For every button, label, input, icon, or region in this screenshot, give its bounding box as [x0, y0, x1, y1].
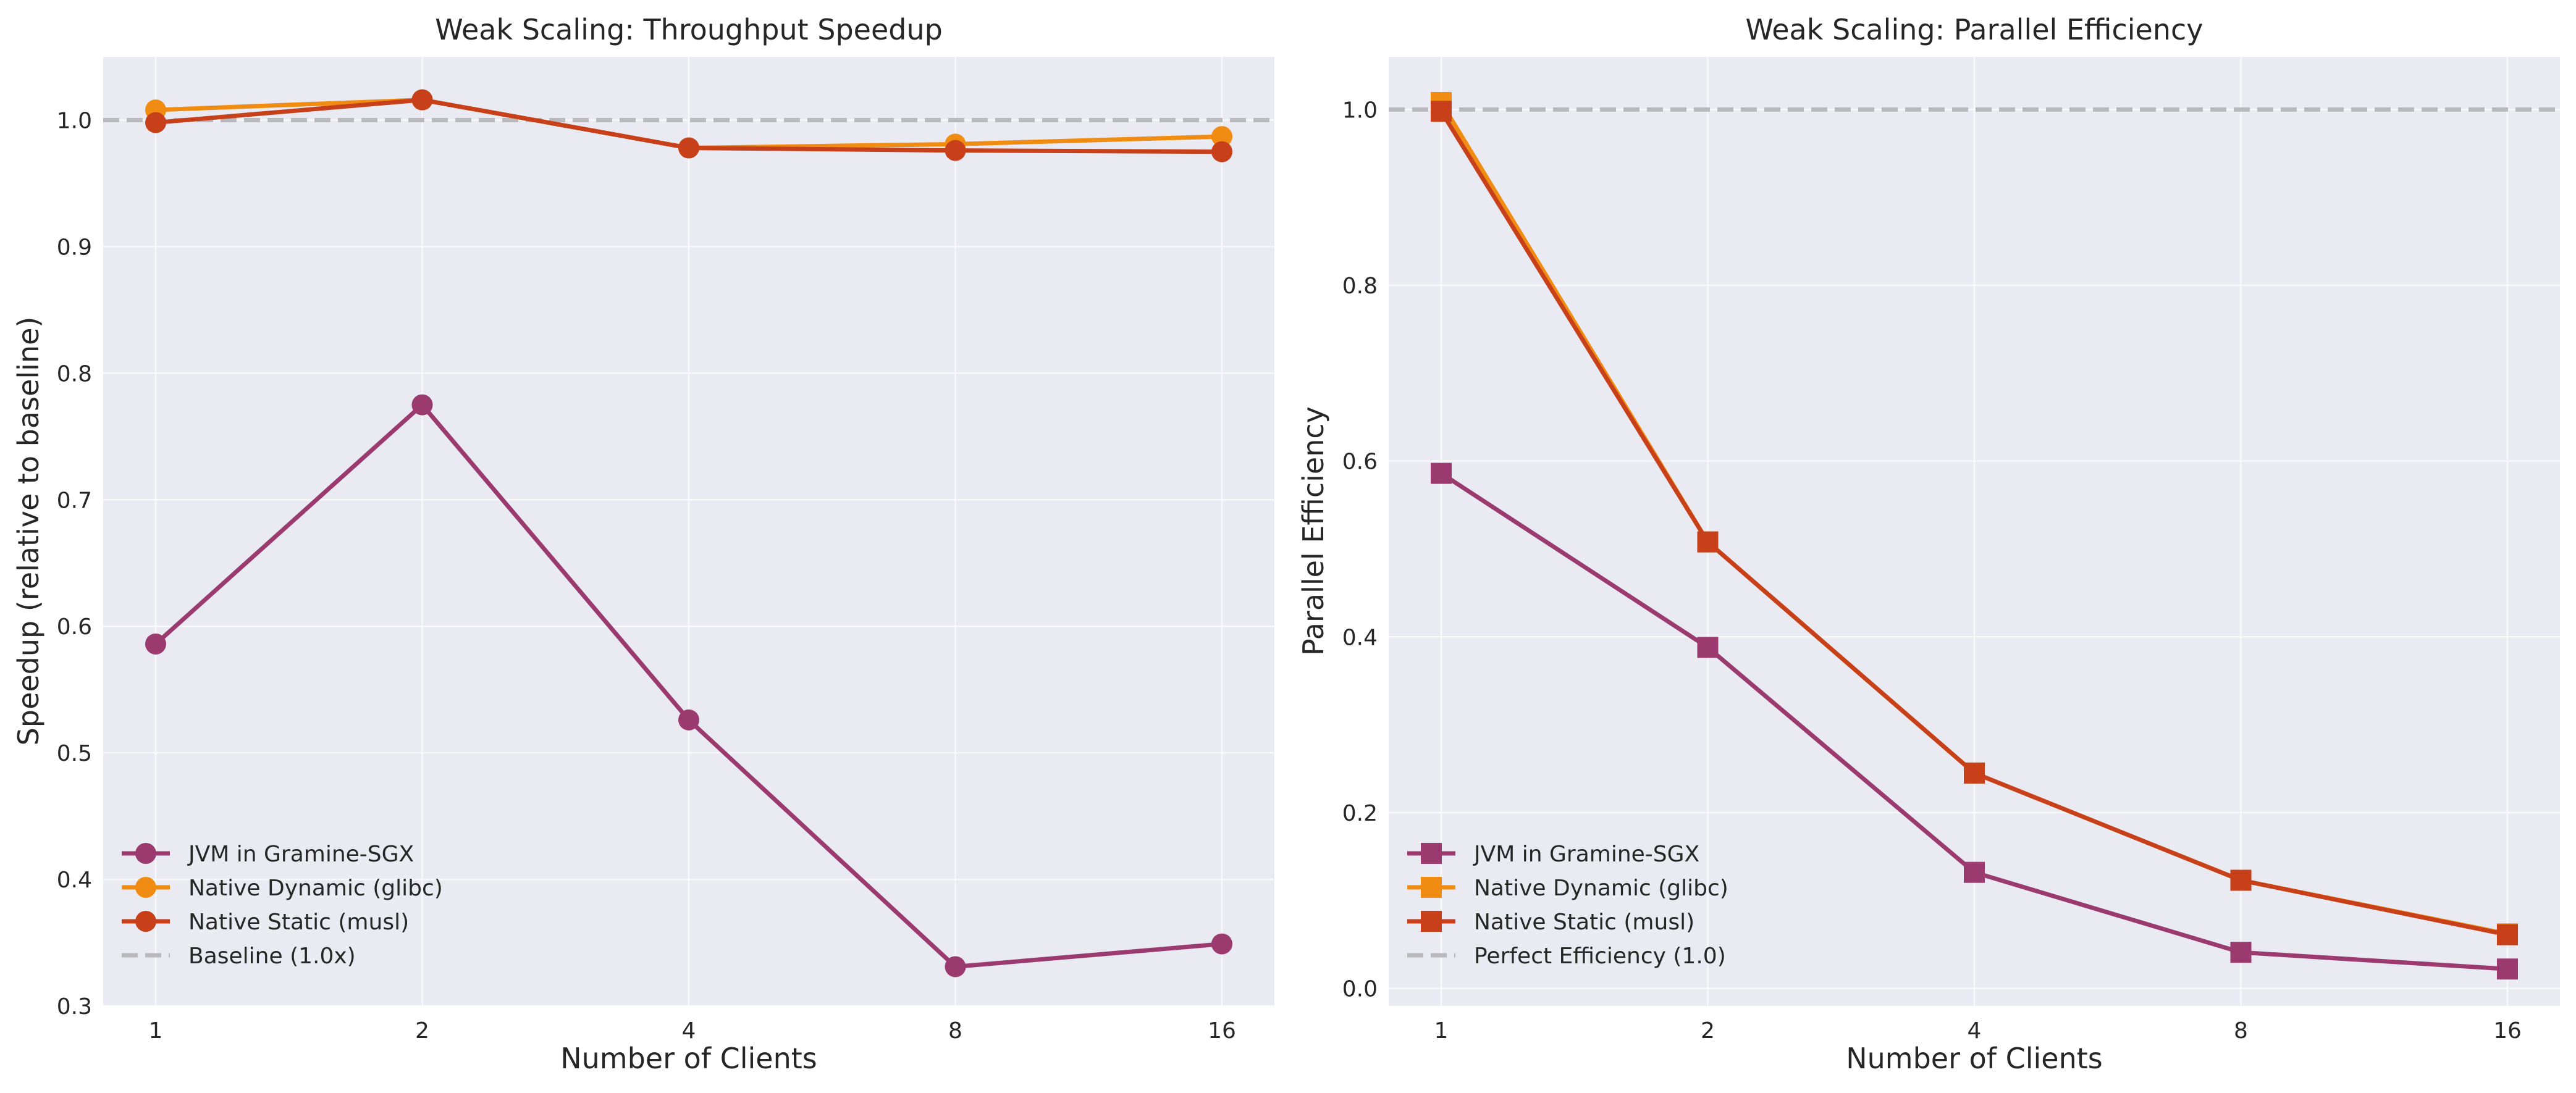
- legend-marker: [1421, 911, 1442, 932]
- x-tick-label: 8: [948, 1018, 962, 1044]
- data-point: [678, 709, 699, 731]
- y-tick-label: 0.6: [1342, 450, 1378, 475]
- data-point: [1211, 141, 1232, 162]
- y-tick-label: 0.2: [1342, 801, 1378, 826]
- y-axis-label-speedup: Speedup (relative to baseline): [12, 317, 45, 746]
- data-point: [2497, 958, 2518, 980]
- data-point: [411, 394, 433, 416]
- data-point: [1964, 762, 1985, 784]
- data-point: [945, 140, 966, 161]
- legend-marker: [135, 911, 156, 932]
- y-tick-label: 0.4: [57, 868, 92, 893]
- data-point: [2230, 942, 2252, 963]
- legend-marker: [1421, 877, 1442, 898]
- chart-throughput-speedup: 1 2 4 8 16 0.3 0.4 0.5 0.6 0.7 0.8 0.9 1.0 Weak Scal…: [12, 13, 1274, 1075]
- y-tick-label: 0.7: [57, 488, 92, 513]
- data-point: [1964, 861, 1985, 883]
- x-axis-label-efficiency: Number of Clients: [1846, 1042, 2103, 1075]
- data-point: [2230, 869, 2252, 891]
- data-point: [945, 956, 966, 978]
- legend-label: Perfect Efficiency (1.0): [1474, 944, 1726, 969]
- series-group-efficiency: [1431, 92, 2518, 980]
- data-point: [1697, 531, 1719, 553]
- legend-label: Native Dynamic (glibc): [1474, 876, 1728, 901]
- legend-marker: [1421, 843, 1442, 864]
- x-tick-label: 2: [415, 1018, 429, 1044]
- y-tick-label: 0.3: [57, 994, 92, 1020]
- y-axis-label-efficiency: Parallel Efficiency: [1297, 406, 1330, 656]
- data-point: [2497, 924, 2518, 945]
- legend-efficiency: JVM in Gramine-SGX Native Dynamic (glibc)…: [1407, 842, 1728, 969]
- x-tick-label: 4: [1968, 1018, 1982, 1044]
- chart-parallel-efficiency: 1 2 4 8 16 0.0 0.2 0.4 0.6 0.8 1.0 Weak Scaling: P…: [1297, 13, 2560, 1075]
- data-point: [1211, 126, 1232, 148]
- y-tick-label: 0.4: [1342, 625, 1378, 650]
- legend-label: Baseline (1.0x): [188, 944, 356, 969]
- x-tick-label: 4: [682, 1018, 696, 1044]
- legend-label: JVM in Gramine-SGX: [187, 842, 414, 867]
- data-point: [1431, 463, 1452, 484]
- series-group-speedup: [145, 89, 1232, 978]
- data-point: [678, 137, 699, 159]
- chart-title-efficiency: Weak Scaling: Parallel Efficiency: [1745, 13, 2203, 46]
- tick-labels-efficiency: 1 2 4 8 16 0.0 0.2 0.4 0.6 0.8 1.0: [1342, 98, 2522, 1044]
- y-tick-label: 0.8: [57, 361, 92, 387]
- chart-title-speedup: Weak Scaling: Throughput Speedup: [435, 13, 943, 46]
- legend-marker: [135, 843, 156, 864]
- data-point: [145, 633, 166, 655]
- data-point: [1211, 933, 1232, 955]
- x-tick-label: 2: [1701, 1018, 1715, 1044]
- legend-label: Native Static (musl): [1474, 910, 1694, 935]
- data-point: [411, 89, 433, 111]
- data-point: [1697, 637, 1719, 658]
- y-tick-label: 1.0: [1342, 98, 1378, 123]
- x-axis-label-speedup: Number of Clients: [560, 1042, 817, 1075]
- x-tick-label: 8: [2234, 1018, 2248, 1044]
- y-tick-label: 0.6: [57, 614, 92, 640]
- grid-speedup: [103, 57, 1274, 1007]
- y-tick-label: 0.0: [1342, 977, 1378, 1002]
- data-point: [1431, 101, 1452, 122]
- legend-marker: [135, 877, 156, 898]
- x-tick-label: 1: [1434, 1018, 1449, 1044]
- legend-label: JVM in Gramine-SGX: [1473, 842, 1699, 867]
- x-tick-label: 16: [2493, 1018, 2522, 1044]
- y-tick-label: 0.8: [1342, 274, 1378, 299]
- legend-label: Native Static (musl): [188, 910, 409, 935]
- x-tick-label: 16: [1208, 1018, 1236, 1044]
- legend-speedup: JVM in Gramine-SGX Native Dynamic (glibc)…: [122, 842, 443, 969]
- tick-labels-speedup: 1 2 4 8 16 0.3 0.4 0.5 0.6 0.7 0.8 0.9 1.0: [57, 108, 1236, 1044]
- data-point: [145, 112, 166, 133]
- y-tick-label: 0.9: [57, 235, 92, 260]
- x-tick-label: 1: [149, 1018, 163, 1044]
- y-tick-label: 1.0: [57, 108, 92, 133]
- y-tick-label: 0.5: [57, 741, 92, 766]
- legend-label: Native Dynamic (glibc): [188, 876, 443, 901]
